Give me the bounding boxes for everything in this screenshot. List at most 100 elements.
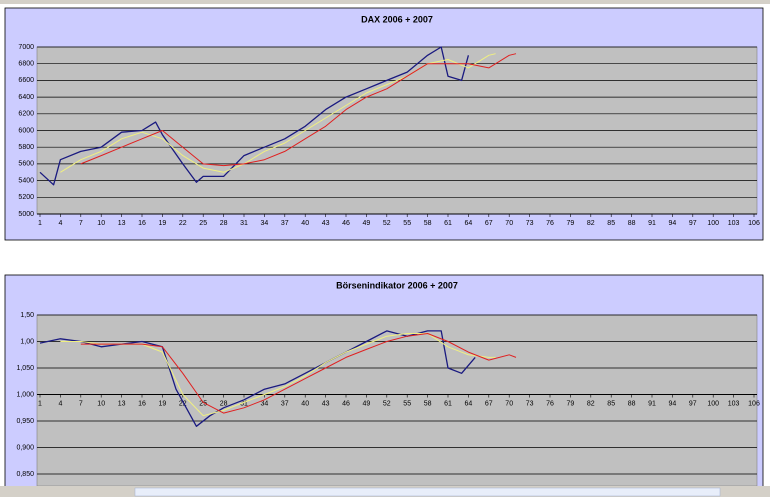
x-tick-label: 88 bbox=[628, 220, 636, 227]
y-tick-label: 0,900 bbox=[16, 444, 34, 451]
x-tick-label: 43 bbox=[322, 220, 330, 227]
data-line bbox=[39, 46, 470, 186]
y-tick-label: 5400 bbox=[18, 177, 34, 184]
x-tick-label: 82 bbox=[587, 400, 595, 407]
data-line bbox=[60, 53, 496, 173]
x-tick-label: 70 bbox=[505, 400, 513, 407]
x-tick-label: 106 bbox=[748, 220, 760, 227]
x-tick-label: 4 bbox=[58, 220, 62, 227]
y-tick-label: 6400 bbox=[18, 94, 34, 101]
x-tick-label: 85 bbox=[607, 220, 615, 227]
x-tick-label: 49 bbox=[363, 220, 371, 227]
x-tick-label: 10 bbox=[97, 220, 105, 227]
y-tick-label: 1,050 bbox=[16, 365, 34, 372]
x-tick-label: 10 bbox=[97, 400, 105, 407]
x-tick-label: 40 bbox=[301, 220, 309, 227]
y-tick-label: 6200 bbox=[18, 111, 34, 118]
scroll-thumb[interactable] bbox=[134, 487, 721, 497]
x-tick-label: 7 bbox=[79, 400, 83, 407]
x-tick-label: 97 bbox=[689, 400, 697, 407]
x-tick-label: 13 bbox=[118, 400, 126, 407]
x-tick-label: 82 bbox=[587, 220, 595, 227]
x-tick-label: 67 bbox=[485, 400, 493, 407]
y-tick-label: 5600 bbox=[18, 161, 34, 168]
x-tick-label: 85 bbox=[607, 400, 615, 407]
data-line bbox=[80, 333, 517, 414]
chart: DAX 2006 + 2007 5000 5200 5400 5600 5800 6000 6… bbox=[18, 14, 760, 226]
x-tick-label: 106 bbox=[748, 400, 760, 407]
x-tick-label: 19 bbox=[159, 400, 167, 407]
chart: Börsenindikator 2006 + 2007 0,850 0,900 0,9… bbox=[16, 280, 760, 487]
x-tick-label: 22 bbox=[179, 220, 187, 227]
x-tick-label: 67 bbox=[485, 220, 493, 227]
x-tick-label: 49 bbox=[363, 400, 371, 407]
x-tick-label: 16 bbox=[138, 220, 146, 227]
x-tick-label: 103 bbox=[728, 400, 740, 407]
x-tick-label: 31 bbox=[240, 400, 248, 407]
x-tick-label: 70 bbox=[505, 220, 513, 227]
x-tick-label: 40 bbox=[301, 400, 309, 407]
x-tick-label: 37 bbox=[281, 220, 289, 227]
x-tick-label: 31 bbox=[240, 220, 248, 227]
x-tick-label: 94 bbox=[669, 400, 677, 407]
x-tick-label: 73 bbox=[526, 400, 534, 407]
x-tick-label: 1 bbox=[38, 220, 42, 227]
x-tick-label: 76 bbox=[546, 220, 554, 227]
x-tick-label: 34 bbox=[261, 220, 269, 227]
x-tick-label: 25 bbox=[199, 400, 207, 407]
x-tick-label: 55 bbox=[403, 400, 411, 407]
x-tick-label: 73 bbox=[526, 220, 534, 227]
data-line bbox=[80, 53, 517, 167]
x-tick-label: 52 bbox=[383, 220, 391, 227]
x-tick-label: 13 bbox=[118, 220, 126, 227]
y-tick-label: 1,000 bbox=[16, 391, 34, 398]
x-tick-label: 64 bbox=[465, 400, 473, 407]
y-tick-label: 5000 bbox=[18, 211, 34, 218]
x-tick-label: 19 bbox=[159, 220, 167, 227]
y-tick-label: 1,50 bbox=[20, 312, 34, 319]
chart-title: Börsenindikator 2006 + 2007 bbox=[336, 280, 458, 290]
x-tick-label: 22 bbox=[179, 400, 187, 407]
x-tick-label: 16 bbox=[138, 400, 146, 407]
y-tick-label: 0,850 bbox=[16, 471, 34, 478]
y-tick-label: 5800 bbox=[18, 144, 34, 151]
x-tick-label: 100 bbox=[707, 220, 719, 227]
header-strip bbox=[0, 0, 770, 4]
x-tick-label: 1 bbox=[38, 400, 42, 407]
x-tick-label: 79 bbox=[567, 400, 575, 407]
y-tick-label: 0,950 bbox=[16, 418, 34, 425]
x-tick-label: 91 bbox=[648, 220, 656, 227]
x-tick-label: 88 bbox=[628, 400, 636, 407]
x-tick-label: 79 bbox=[567, 220, 575, 227]
x-tick-label: 61 bbox=[444, 400, 452, 407]
x-tick-label: 52 bbox=[383, 400, 391, 407]
x-tick-label: 58 bbox=[424, 400, 432, 407]
x-tick-label: 61 bbox=[444, 220, 452, 227]
y-tick-label: 7000 bbox=[18, 44, 34, 51]
x-tick-label: 97 bbox=[689, 220, 697, 227]
x-tick-label: 25 bbox=[199, 220, 207, 227]
x-tick-label: 28 bbox=[220, 220, 228, 227]
x-tick-label: 58 bbox=[424, 220, 432, 227]
y-tick-label: 1,00 bbox=[20, 338, 34, 345]
x-tick-label: 28 bbox=[220, 400, 228, 407]
x-tick-label: 4 bbox=[58, 400, 62, 407]
x-tick-label: 76 bbox=[546, 400, 554, 407]
x-tick-label: 94 bbox=[669, 220, 677, 227]
x-tick-label: 37 bbox=[281, 400, 289, 407]
y-tick-label: 6000 bbox=[18, 127, 34, 134]
x-tick-label: 55 bbox=[403, 220, 411, 227]
x-tick-label: 100 bbox=[707, 400, 719, 407]
x-tick-label: 46 bbox=[342, 400, 350, 407]
x-tick-label: 43 bbox=[322, 400, 330, 407]
x-tick-label: 46 bbox=[342, 220, 350, 227]
x-tick-label: 34 bbox=[261, 400, 269, 407]
x-tick-label: 103 bbox=[728, 220, 740, 227]
y-tick-label: 6800 bbox=[18, 61, 34, 68]
x-tick-label: 91 bbox=[648, 400, 656, 407]
y-tick-label: 5200 bbox=[18, 194, 34, 201]
y-tick-label: 6600 bbox=[18, 77, 34, 84]
x-tick-label: 7 bbox=[79, 220, 83, 227]
plot-area bbox=[36, 314, 758, 487]
